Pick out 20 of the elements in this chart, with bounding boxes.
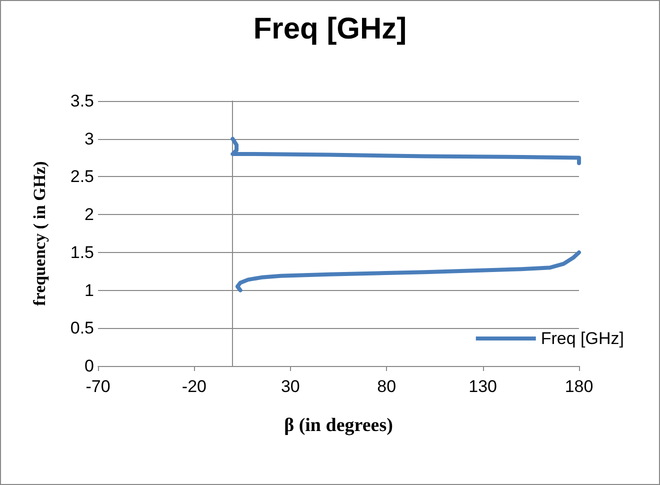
y-tick-label: 1 [84,280,94,300]
line-series [230,136,581,166]
x-tick-label: 80 [377,377,396,396]
x-tick-label: 130 [468,377,497,396]
y-tick-label: 0.5 [70,318,94,338]
x-axis-title: β (in degrees) [284,415,393,436]
chart-title: Freq [GHz] [253,12,407,46]
y-tick-label: 2.5 [70,167,94,186]
y-axis-title: frequency ( in GHz) [30,161,49,306]
y-tick-label: 2 [84,205,94,224]
x-tick-label: -70 [86,377,110,396]
line-series [235,250,581,292]
y-tick-label: 3.5 [70,92,94,110]
y-tick-label: 1.5 [70,242,94,262]
x-tick-label: -20 [182,377,206,396]
legend-label: Freq [GHz] [540,329,624,348]
x-tick-label: 30 [280,377,300,396]
y-tick-label: 3 [84,129,94,148]
y-tick-label: 0 [84,356,94,376]
x-tick-label: 180 [564,377,594,396]
